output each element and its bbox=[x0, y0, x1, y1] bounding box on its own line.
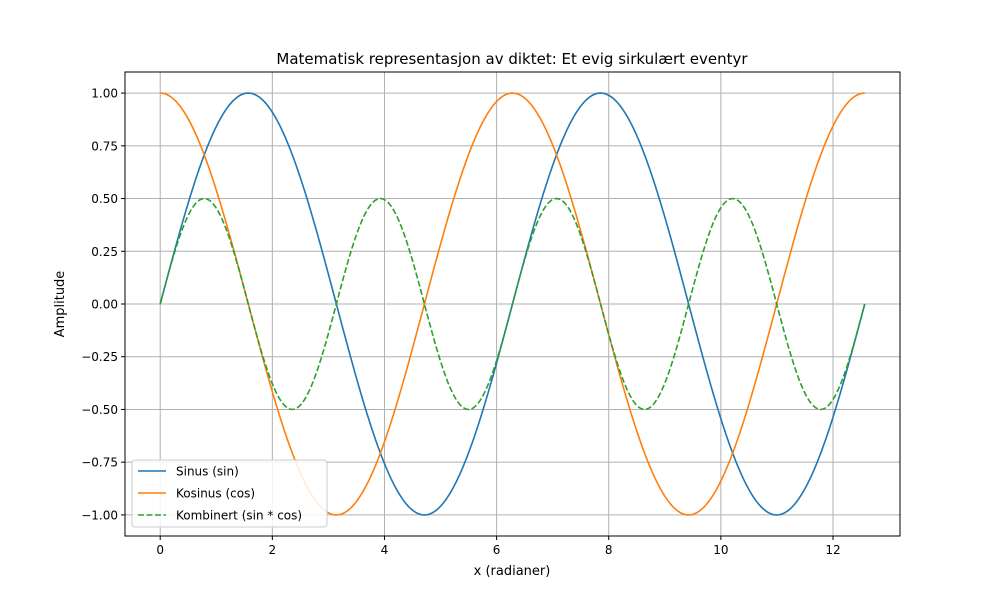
legend: Sinus (sin) Kosinus (cos) Kombinert (sin… bbox=[131, 459, 328, 528]
y-tick-label: −0.25 bbox=[81, 350, 118, 364]
y-tick-label: 1.00 bbox=[91, 87, 118, 101]
y-tick-label: −0.75 bbox=[81, 456, 118, 470]
y-axis-label: Amplitude bbox=[53, 271, 68, 338]
x-axis: 0 2 4 6 8 10 12 bbox=[156, 536, 841, 557]
x-axis-label: x (radianer) bbox=[474, 564, 551, 579]
y-tick-label: 0.00 bbox=[91, 298, 118, 312]
x-tick-label: 2 bbox=[269, 543, 277, 557]
series-line-cos bbox=[160, 92, 865, 516]
x-tick-label: 8 bbox=[605, 543, 613, 557]
x-tick-label: 0 bbox=[156, 543, 164, 557]
y-tick-label: −0.50 bbox=[81, 403, 118, 417]
legend-label-combined: Kombinert (sin * cos) bbox=[176, 509, 302, 523]
series-line-combined bbox=[159, 197, 866, 411]
y-tick-label: 0.75 bbox=[91, 139, 118, 153]
series-layer bbox=[159, 92, 866, 516]
y-axis: −1.00 −0.75 −0.50 −0.25 0.00 0.25 0.50 0.75 1.00 bbox=[81, 87, 125, 522]
x-tick-label: 10 bbox=[713, 543, 728, 557]
x-tick-label: 12 bbox=[825, 543, 840, 557]
y-tick-label: −1.00 bbox=[81, 508, 118, 522]
x-tick-label: 6 bbox=[493, 543, 501, 557]
chart-title: Matematisk representasjon av diktet: Et … bbox=[276, 50, 748, 68]
legend-label-sin: Sinus (sin) bbox=[176, 465, 239, 479]
y-tick-label: 0.25 bbox=[91, 245, 118, 259]
legend-label-cos: Kosinus (cos) bbox=[176, 487, 255, 501]
x-tick-label: 4 bbox=[381, 543, 389, 557]
y-tick-label: 0.50 bbox=[91, 192, 118, 206]
legend-box bbox=[131, 459, 328, 528]
